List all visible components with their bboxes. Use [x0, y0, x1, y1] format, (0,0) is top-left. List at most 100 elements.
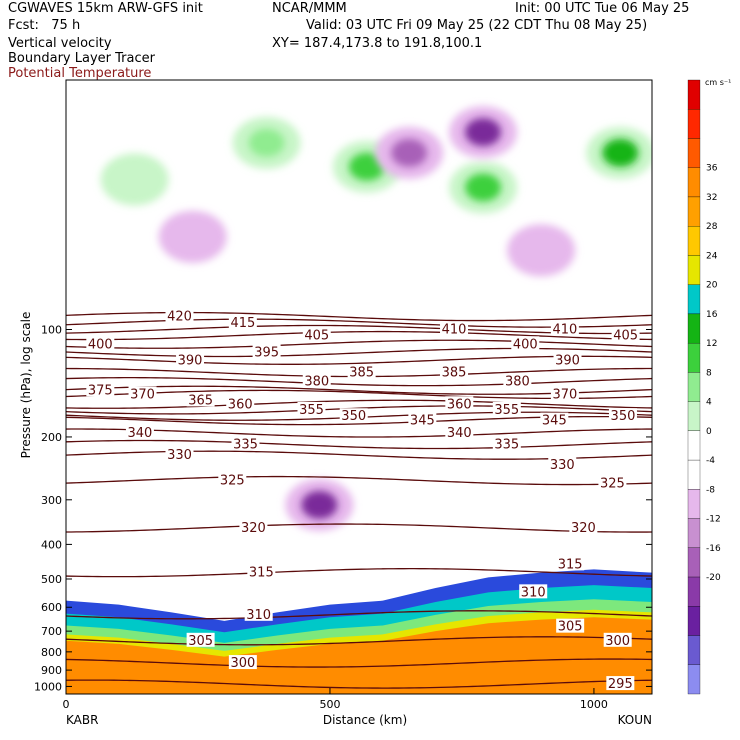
colorbar-swatch-20: [687, 664, 701, 695]
theta-label-15: 375: [88, 383, 113, 398]
theta-line-360: [66, 399, 652, 409]
theta-label-44: 300: [605, 634, 630, 649]
colorbar-label-20: 20: [706, 281, 718, 291]
center-name: NCAR/MMM: [272, 1, 347, 16]
theta-label-bg-34: [598, 475, 627, 490]
theta-label-32: 330: [550, 458, 575, 473]
theta-label-41: 305: [188, 634, 213, 649]
colorbar-swatch-0: [687, 79, 701, 110]
theta-label-bg-43: [228, 655, 257, 670]
forecast-hour: Fcst: 75 h: [8, 18, 81, 33]
theta-label-bg-10: [553, 352, 582, 367]
model-title: CGWAVES 15km ARW-GFS init: [8, 1, 203, 16]
colorbar-swatch-14: [687, 489, 701, 519]
plot-frame: [65, 79, 653, 695]
vv-core-1: [248, 128, 285, 157]
vv-core-8: [174, 222, 211, 251]
colorbar-swatch-3: [687, 167, 701, 198]
theta-label-bg-27: [125, 425, 154, 440]
x-tick-label-500: 500: [319, 698, 340, 711]
theta-label-bg-15: [86, 382, 115, 397]
colorbar-swatch-10: [687, 372, 701, 402]
field-name-vertical-velocity: Vertical velocity: [8, 36, 112, 51]
y-tick-label-300: 300: [41, 494, 62, 507]
theta-line-340: [66, 428, 652, 438]
blt-band-orange: [66, 617, 652, 694]
theta-label-38: 315: [558, 557, 583, 572]
theta-label-bg-30: [492, 436, 521, 451]
theta-label-3: 405: [304, 329, 329, 344]
y-tick-label-600: 600: [41, 601, 62, 614]
theta-label-8: 390: [178, 353, 203, 368]
theta-label-bg-37: [247, 564, 276, 579]
y-tick-label-200: 200: [41, 431, 62, 444]
theta-label-14: 380: [505, 375, 530, 390]
theta-label-bg-20: [297, 401, 326, 416]
theta-line-325: [66, 475, 652, 486]
colorbar-label--12: -12: [706, 515, 721, 525]
theta-label-bg-17: [186, 392, 215, 407]
colorbar-swatch-15: [687, 518, 701, 548]
theta-label-18: 360: [228, 397, 253, 412]
colorbar-label--4: -4: [706, 456, 715, 466]
theta-label-20: 355: [299, 403, 324, 418]
theta-label-24: 345: [410, 414, 435, 429]
theta-label-2: 400: [88, 337, 113, 352]
theta-label-bg-26: [608, 408, 637, 423]
theta-label-26: 350: [611, 409, 636, 424]
theta-label-0: 420: [167, 310, 192, 325]
theta-label-bg-11: [302, 373, 331, 388]
colorbar-label-0: 0: [706, 427, 712, 437]
theta-label-bg-19: [550, 386, 579, 401]
vv-core-5: [465, 118, 502, 147]
theta-label-13: 385: [442, 366, 467, 381]
colorbar-swatch-17: [687, 576, 701, 607]
theta-label-43: 300: [230, 656, 255, 671]
theta-label-23: 355: [494, 403, 519, 418]
colorbar-label--16: -16: [706, 544, 721, 554]
theta-label-27: 340: [127, 426, 152, 441]
theta-label-5: 410: [552, 322, 577, 337]
theta-label-bg-21: [339, 408, 368, 423]
colorbar-label-32: 32: [706, 193, 717, 203]
colorbar: 36 32 28 24 20 16 12 8 4 0 -4 -8 -12 -16 -20: [687, 79, 721, 695]
vv-core-2: [602, 138, 639, 167]
colorbar-units: cm s⁻¹: [705, 78, 731, 87]
vv-core-3: [116, 165, 153, 194]
y-tick-label-800: 800: [41, 646, 62, 659]
valid-time: Valid: 03 UTC Fri 09 May 25 (22 CDT Thu …: [306, 18, 648, 33]
theta-label-25: 345: [542, 414, 567, 429]
theta-line-395: [66, 347, 652, 358]
theta-label-bg-5: [550, 321, 579, 336]
theta-label-28: 335: [233, 438, 258, 453]
theta-label-bg-36: [569, 520, 598, 535]
theta-line-300: [66, 658, 652, 668]
x-tick-label-1000: 1000: [580, 698, 608, 711]
theta-label-bg-12: [347, 364, 376, 379]
theta-label-bg-18: [226, 396, 255, 411]
theta-label-bg-40: [519, 584, 548, 599]
theta-label-29: 340: [447, 426, 472, 441]
theta-label-35: 320: [241, 521, 266, 536]
vv-core-6: [391, 138, 428, 167]
vertical-velocity-shading: [100, 106, 652, 531]
vv-core-9: [523, 236, 560, 265]
theta-label-bg-8: [176, 352, 205, 367]
vv-core-4: [465, 173, 502, 202]
theta-line-320: [66, 523, 652, 533]
theta-label-40: 310: [521, 585, 546, 600]
theta-label-bg-1: [228, 315, 257, 330]
theta-label-bg-22: [445, 396, 474, 411]
theta-line-355: [66, 405, 652, 415]
theta-label-bg-6: [611, 327, 640, 342]
theta-label-bg-44: [603, 632, 632, 647]
colorbar-label-8: 8: [706, 368, 712, 378]
theta-label-bg-24: [408, 412, 437, 427]
theta-label-bg-31: [165, 447, 194, 462]
y-tick-label-500: 500: [41, 573, 62, 586]
colorbar-label--20: -20: [706, 573, 721, 583]
theta-label-bg-13: [440, 364, 469, 379]
colorbar-swatch-1: [687, 109, 701, 139]
